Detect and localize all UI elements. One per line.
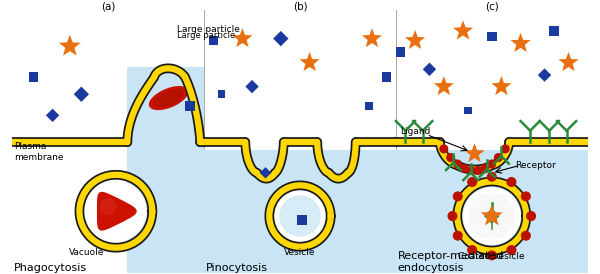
Circle shape <box>454 192 462 201</box>
Circle shape <box>507 246 516 254</box>
Text: Vesicle: Vesicle <box>284 248 316 257</box>
Text: Large particle: Large particle <box>177 25 240 34</box>
Polygon shape <box>46 109 59 122</box>
Polygon shape <box>218 90 225 98</box>
Circle shape <box>448 212 457 220</box>
Circle shape <box>454 231 462 240</box>
Polygon shape <box>273 31 289 46</box>
Text: Plasma
membrane: Plasma membrane <box>14 142 64 162</box>
Circle shape <box>487 172 496 181</box>
Circle shape <box>507 178 516 186</box>
Text: Vacuole: Vacuole <box>70 248 105 257</box>
Circle shape <box>521 231 530 240</box>
Polygon shape <box>362 28 382 47</box>
Polygon shape <box>396 47 406 57</box>
Polygon shape <box>423 62 436 76</box>
Polygon shape <box>396 150 587 273</box>
Polygon shape <box>149 86 188 110</box>
Text: Large particle: Large particle <box>177 31 235 40</box>
Circle shape <box>467 167 475 174</box>
Polygon shape <box>453 20 473 39</box>
Circle shape <box>463 188 520 244</box>
Polygon shape <box>538 68 551 82</box>
Polygon shape <box>98 193 136 230</box>
Polygon shape <box>232 28 253 47</box>
Polygon shape <box>260 167 271 179</box>
Text: Receptor: Receptor <box>515 161 556 170</box>
Polygon shape <box>209 36 218 45</box>
Polygon shape <box>559 52 578 71</box>
Circle shape <box>474 167 482 174</box>
Circle shape <box>280 196 320 236</box>
Text: Pinocytosis: Pinocytosis <box>206 262 268 273</box>
Polygon shape <box>405 30 425 49</box>
Text: (c): (c) <box>485 2 499 12</box>
Polygon shape <box>59 35 81 56</box>
Polygon shape <box>550 26 559 36</box>
Polygon shape <box>29 72 38 82</box>
Circle shape <box>468 246 476 254</box>
Polygon shape <box>204 150 396 273</box>
Polygon shape <box>155 90 182 107</box>
Text: Coated vesicle: Coated vesicle <box>458 252 525 261</box>
Circle shape <box>468 178 476 186</box>
Circle shape <box>275 191 325 241</box>
Polygon shape <box>487 32 497 41</box>
Text: (a): (a) <box>101 2 115 12</box>
Text: Ligand: Ligand <box>400 127 430 136</box>
Polygon shape <box>365 102 373 110</box>
Polygon shape <box>245 80 259 93</box>
Polygon shape <box>185 101 194 110</box>
Circle shape <box>447 154 455 161</box>
Circle shape <box>440 145 448 153</box>
Polygon shape <box>74 87 89 102</box>
Polygon shape <box>481 204 503 225</box>
Polygon shape <box>297 215 307 225</box>
Circle shape <box>527 212 535 220</box>
Circle shape <box>325 159 352 186</box>
Circle shape <box>487 251 496 260</box>
Circle shape <box>86 181 146 241</box>
Circle shape <box>460 164 468 172</box>
Polygon shape <box>382 72 391 82</box>
Circle shape <box>502 145 509 153</box>
Text: Phagocytosis: Phagocytosis <box>14 262 88 273</box>
Text: Receptor-mediated
endocytosis: Receptor-mediated endocytosis <box>398 251 504 273</box>
Circle shape <box>481 164 488 172</box>
Circle shape <box>454 160 461 168</box>
Polygon shape <box>299 52 320 71</box>
Polygon shape <box>511 33 530 52</box>
Circle shape <box>494 154 502 161</box>
Circle shape <box>252 159 279 186</box>
Polygon shape <box>101 199 116 214</box>
Polygon shape <box>464 143 485 162</box>
Circle shape <box>488 160 496 168</box>
Polygon shape <box>127 67 204 273</box>
Circle shape <box>521 192 530 201</box>
Polygon shape <box>434 76 454 95</box>
Text: (b): (b) <box>293 2 307 12</box>
Polygon shape <box>464 107 472 114</box>
Polygon shape <box>491 76 511 95</box>
Circle shape <box>469 194 514 238</box>
